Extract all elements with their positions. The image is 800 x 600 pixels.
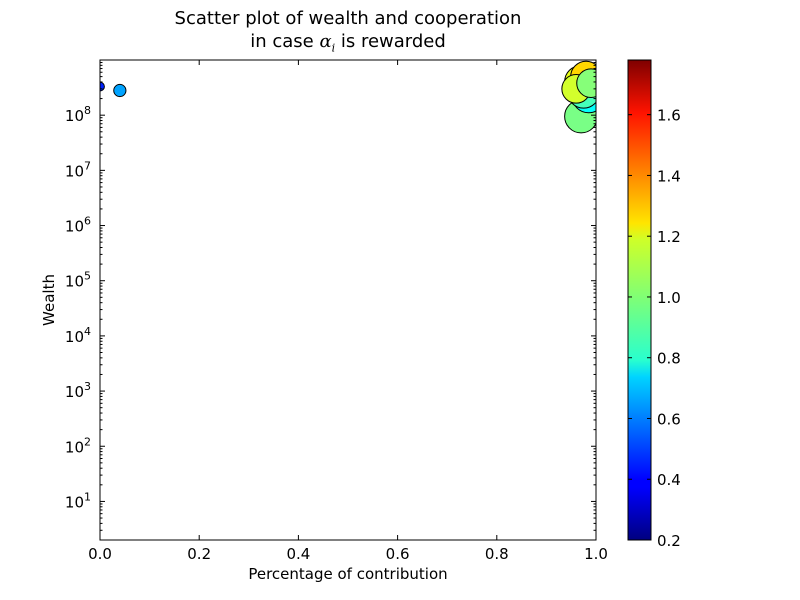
x-axis-label: Percentage of contribution xyxy=(248,565,447,583)
x-tick-label: 0.2 xyxy=(187,545,211,563)
y-tick-label: 102 xyxy=(65,435,91,456)
y-tick-label: 105 xyxy=(65,270,91,291)
x-axis: 0.0 0.2 0.4 0.6 0.8 1.0 xyxy=(88,60,608,563)
colorbar-tick-label: 1.0 xyxy=(657,289,681,307)
x-tick-label: 0.6 xyxy=(386,545,410,563)
colorbar-tick-label: 1.4 xyxy=(657,167,681,185)
colorbar-tick-label: 0.4 xyxy=(657,471,681,489)
colorbar-tick-label: 1.2 xyxy=(657,228,681,246)
y-tick-label: 107 xyxy=(65,159,91,180)
y-tick-label: 106 xyxy=(65,215,91,236)
colorbar-axis: 0.2 0.4 0.6 0.8 1.0 1.2 1.4 1.6 xyxy=(628,107,681,550)
x-tick-label: 0.4 xyxy=(286,545,310,563)
y-axis: 101 102 103 104 105 106 107 108 xyxy=(65,62,596,541)
plot-frame xyxy=(99,59,597,541)
chart-title-line-1: Scatter plot of wealth and cooperation xyxy=(174,8,522,29)
title-prefix: in case xyxy=(250,31,320,52)
x-tick-label: 1.0 xyxy=(584,545,608,563)
y-axis-label: Wealth xyxy=(40,274,58,326)
title-alpha-subscript: i xyxy=(331,41,336,55)
y-tick-label: 101 xyxy=(65,490,91,511)
colorbar xyxy=(627,59,652,541)
x-tick-label: 0.0 xyxy=(88,545,112,563)
scatter-point xyxy=(113,83,127,98)
scatter-point xyxy=(576,68,596,98)
y-tick-label: 108 xyxy=(65,104,91,125)
data-points xyxy=(100,60,596,134)
colorbar-tick-label: 0.8 xyxy=(657,350,681,368)
title-alpha-symbol: α xyxy=(319,31,332,52)
chart-title-line-2: in case αi is rewarded xyxy=(100,31,596,55)
y-tick-label: 103 xyxy=(65,380,91,401)
colorbar-tick-label: 0.2 xyxy=(657,532,681,550)
colorbar-tick-label: 1.6 xyxy=(657,107,681,125)
colorbar-tick-label: 0.6 xyxy=(657,410,681,428)
y-tick-label: 104 xyxy=(65,325,91,346)
x-tick-label: 0.8 xyxy=(485,545,509,563)
title-suffix: is rewarded xyxy=(335,31,446,52)
